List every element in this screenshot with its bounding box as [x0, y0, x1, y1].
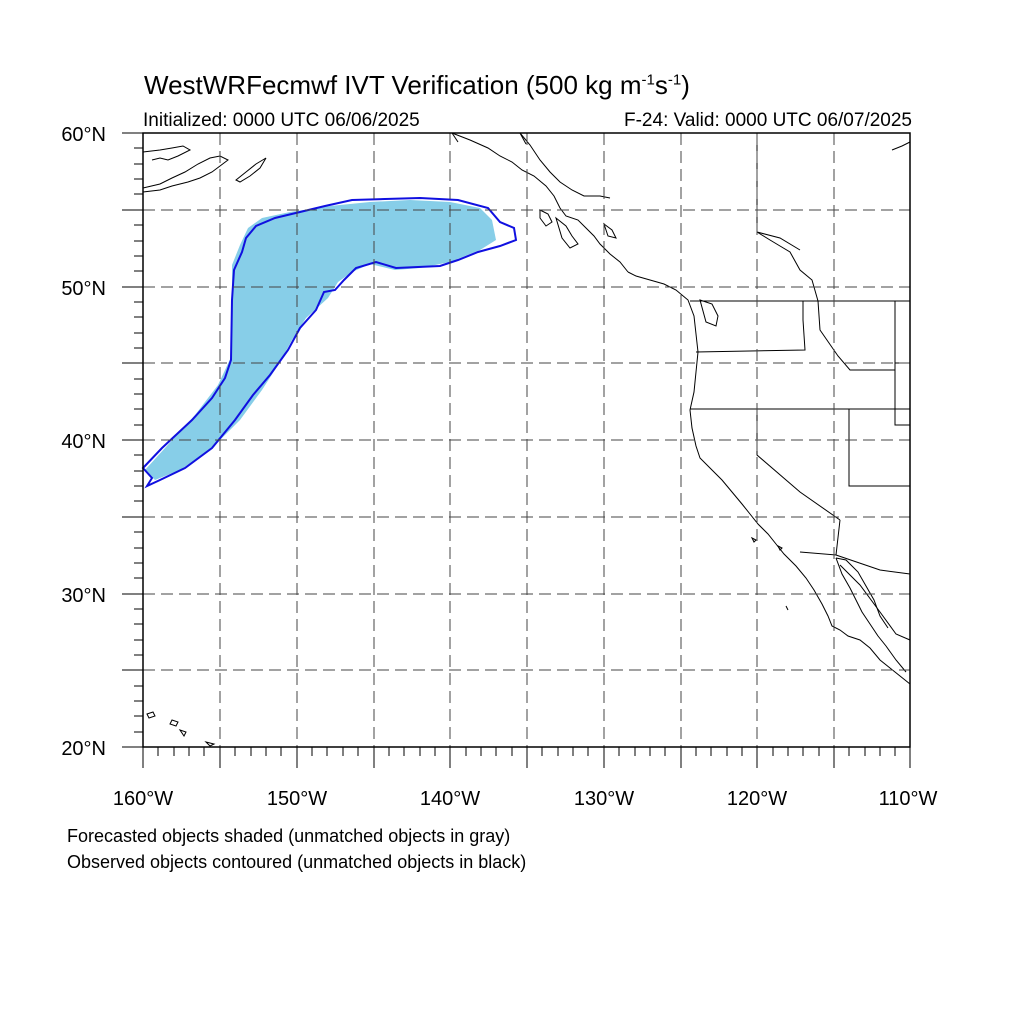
lat-label-30: 30°N: [61, 585, 106, 607]
lat-label-40: 40°N: [61, 431, 106, 453]
lat-label-50: 50°N: [61, 278, 106, 300]
coastlines: [142, 132, 911, 747]
lon-label-110w: 110°W: [879, 788, 938, 810]
axis-ticks: [122, 132, 911, 768]
lon-label-120w: 120°W: [727, 788, 787, 810]
observed-legend-note: Observed objects contoured (unmatched ob…: [67, 852, 527, 872]
lat-label-60: 60°N: [61, 124, 106, 146]
lat-lon-grid: [143, 133, 910, 747]
observed-object-contour: [141, 196, 518, 489]
map-title: WestWRFecmwf IVT Verification (500 kg m-…: [144, 70, 690, 100]
initialized-time: Initialized: 0000 UTC 06/06/2025: [143, 110, 420, 131]
forecast-object: [145, 200, 496, 480]
lon-label-140w: 140°W: [420, 788, 480, 810]
lon-label-130w: 130°W: [574, 788, 634, 810]
valid-time: F-24: Valid: 0000 UTC 06/07/2025: [624, 110, 912, 131]
lon-label-150w: 150°W: [267, 788, 327, 810]
political-borders: [451, 132, 911, 641]
lat-label-20: 20°N: [61, 738, 106, 760]
lon-label-160w: 160°W: [113, 788, 173, 810]
forecast-legend-note: Forecasted objects shaded (unmatched obj…: [67, 826, 511, 846]
